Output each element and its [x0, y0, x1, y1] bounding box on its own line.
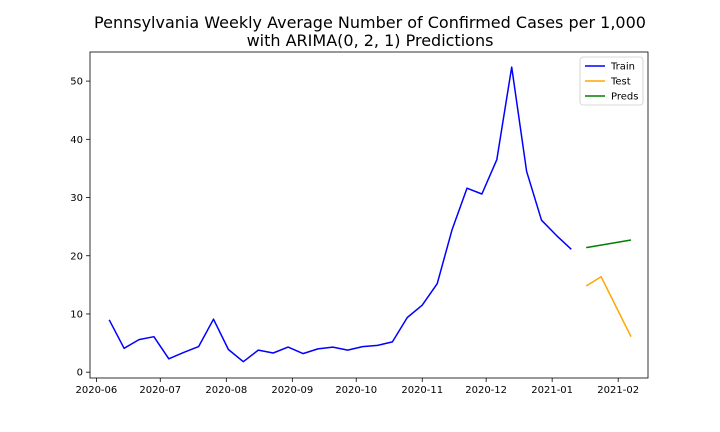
legend-box	[579, 56, 644, 106]
x-tick-label: 2020-07	[139, 385, 181, 396]
x-tick-label: 2021-01	[531, 385, 573, 396]
y-tick-label: 30	[70, 193, 83, 204]
legend-label-train: Train	[610, 62, 635, 73]
y-tick-label: 20	[70, 251, 83, 262]
series-line-train	[108, 66, 572, 363]
chart-title-line-2: with ARIMA(0, 2, 1) Predictions	[247, 31, 494, 50]
plot-area	[89, 51, 649, 379]
series-line-test	[585, 275, 632, 338]
legend-label-test: Test	[610, 77, 631, 88]
x-tick-label: 2020-12	[465, 385, 507, 396]
x-tick-label: 2020-10	[335, 385, 377, 396]
y-tick-label: 50	[70, 77, 83, 88]
x-tick-label: 2020-06	[75, 385, 117, 396]
y-tick-label: 10	[70, 309, 83, 320]
x-tick-label: 2020-11	[401, 385, 443, 396]
legend-label-preds: Preds	[611, 92, 638, 103]
y-axis: 0 10 20 30 40 50	[70, 77, 90, 379]
y-tick-label: 0	[77, 368, 83, 379]
legend: Train Test Preds	[579, 56, 644, 106]
y-tick-label: 40	[70, 135, 83, 146]
x-tick-label: 2021-02	[597, 385, 639, 396]
x-tick-label: 2020-09	[271, 385, 313, 396]
x-axis: 2020-06 2020-07 2020-08 2020-09 2020-10 2020-…	[75, 378, 639, 396]
series-layer	[108, 66, 632, 363]
series-line-preds	[586, 239, 632, 249]
x-tick-label: 2020-08	[205, 385, 247, 396]
chart-title-line-1: Pennsylvania Weekly Average Number of Co…	[94, 13, 646, 32]
